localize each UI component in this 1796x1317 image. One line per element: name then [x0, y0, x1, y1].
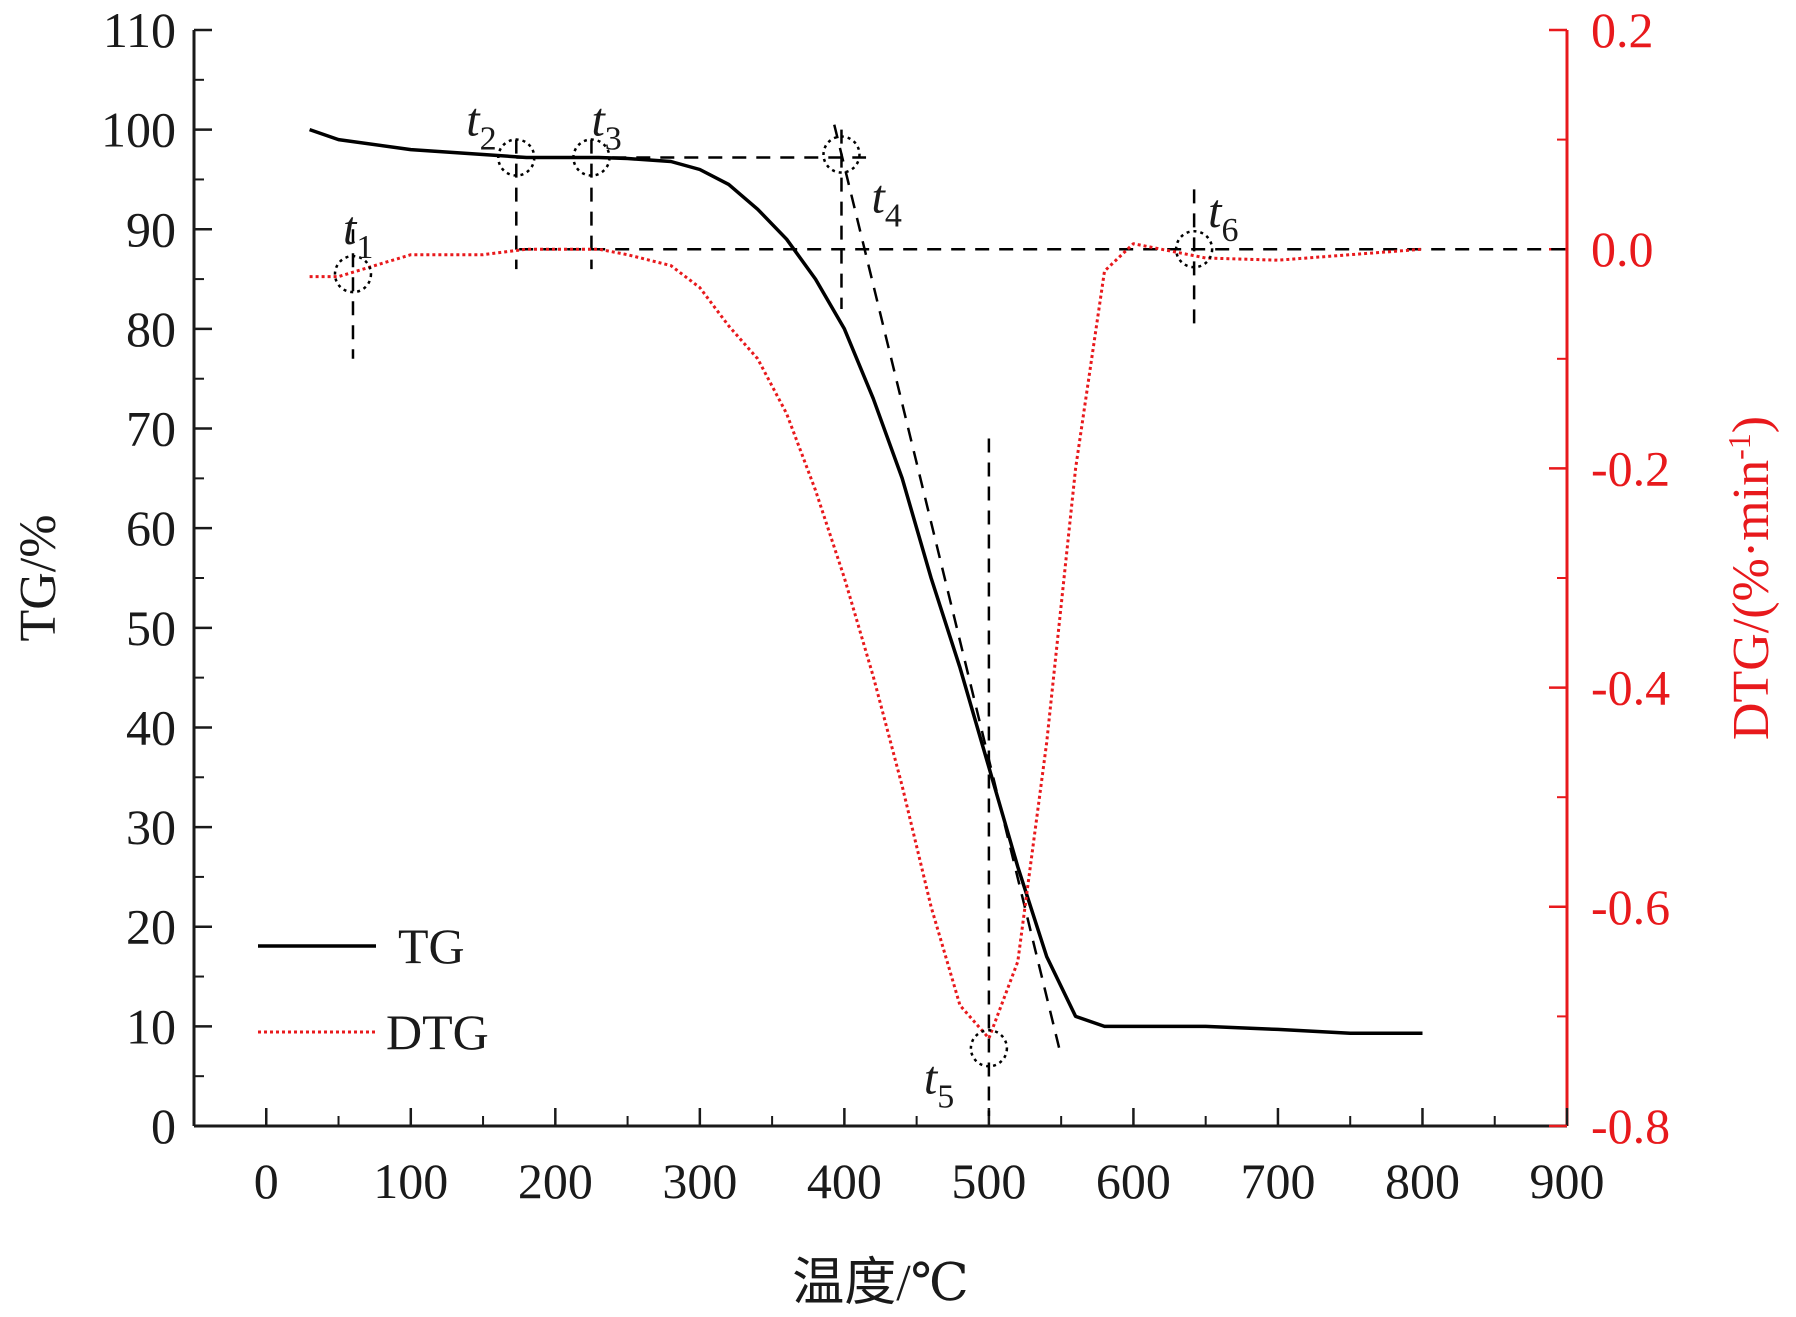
- marker-circle: [572, 138, 611, 177]
- axes: 0 100 200 300 400 500 600 700 800 900 0 10 20 30 40 50 6…: [101, 2, 1670, 1209]
- tg-tangent-guide: [833, 124, 1063, 1057]
- axis-titles: 温度/℃ TG/% DTG/(%·min-1): [10, 416, 1780, 1312]
- annotation-t1: t1: [343, 202, 373, 266]
- y2-tick-label: -0.6: [1591, 879, 1670, 935]
- y-axis-title: TG/%: [10, 514, 67, 641]
- marker-circle: [333, 254, 373, 294]
- y-tick-label: 110: [103, 2, 176, 58]
- y2-axis-title: DTG/(%·min-1): [1721, 416, 1780, 740]
- annotation-t5: t5: [924, 1051, 954, 1115]
- y-tick-label: 80: [126, 301, 176, 357]
- y-tick-label: 100: [101, 102, 176, 158]
- annotations: t1 t2 t3 t4 t5 t6: [333, 94, 1238, 1115]
- legend: TG DTG: [258, 918, 489, 1060]
- x-tick-label: 800: [1385, 1153, 1460, 1209]
- marker-circle: [969, 1029, 1009, 1068]
- annotation-t6: t6: [1208, 185, 1238, 249]
- y2-tick-label: -0.4: [1591, 660, 1670, 716]
- reference-guides: [351, 124, 1567, 1117]
- marker-circle: [822, 135, 861, 174]
- x-tick-label: 500: [951, 1153, 1026, 1209]
- data-series: [309, 127, 1423, 1040]
- legend-label-tg: TG: [398, 918, 465, 974]
- y2-tick-label: 0.2: [1591, 2, 1654, 58]
- marker-circle: [1174, 229, 1214, 269]
- y2-tick-label: -0.8: [1591, 1098, 1670, 1154]
- y-tick-label: 10: [126, 998, 176, 1054]
- x-tick-label: 100: [373, 1153, 448, 1209]
- x-axis-title: 温度/℃: [792, 1255, 969, 1312]
- y-tick-label: 50: [126, 600, 176, 656]
- y-tick-label: 20: [126, 899, 176, 955]
- x-tick-label: 300: [662, 1153, 737, 1209]
- annotation-t4: t4: [871, 171, 901, 235]
- series-line-tg: [309, 127, 1423, 1036]
- x-tick-label: 0: [254, 1153, 279, 1209]
- annotation-t3: t3: [591, 94, 621, 158]
- y2-tick-label: -0.2: [1591, 440, 1670, 496]
- x-tick-label: 400: [807, 1153, 882, 1209]
- annotation-t2: t2: [466, 94, 496, 158]
- marker-circle: [497, 138, 536, 177]
- y-tick-label: 0: [151, 1098, 176, 1154]
- x-tick-label: 900: [1530, 1153, 1605, 1209]
- y2-tick-label: 0.0: [1591, 221, 1654, 277]
- legend-label-dtg: DTG: [386, 1004, 489, 1060]
- x-tick-label: 600: [1096, 1153, 1171, 1209]
- y-tick-label: 90: [126, 201, 176, 257]
- series-line-dtg: [309, 242, 1423, 1040]
- x-tick-label: 200: [518, 1153, 593, 1209]
- y-tick-label: 70: [126, 401, 176, 457]
- y-tick-label: 60: [126, 500, 176, 556]
- y-tick-label: 40: [126, 699, 176, 755]
- x-tick-label: 700: [1240, 1153, 1315, 1209]
- y-tick-label: 30: [126, 799, 176, 855]
